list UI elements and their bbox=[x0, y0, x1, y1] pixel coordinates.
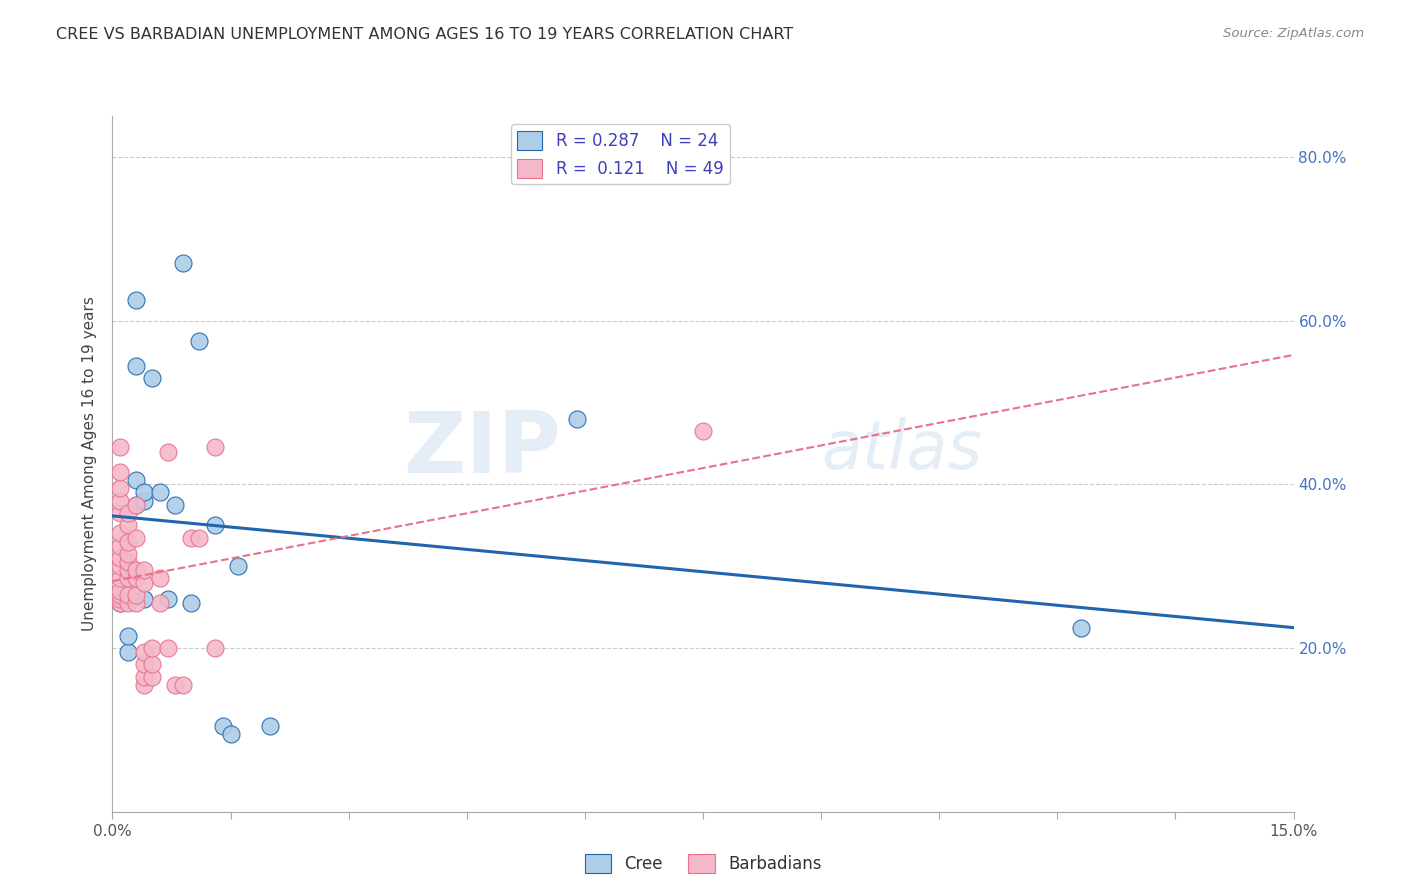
Point bbox=[117, 563, 139, 577]
Point bbox=[110, 559, 132, 574]
Point bbox=[188, 334, 211, 348]
Point bbox=[110, 596, 132, 610]
Point bbox=[188, 531, 211, 545]
Point bbox=[141, 640, 163, 655]
Point bbox=[172, 678, 194, 692]
Point bbox=[125, 571, 148, 585]
Point bbox=[125, 531, 148, 545]
Point bbox=[110, 596, 132, 610]
Point bbox=[110, 588, 132, 602]
Point bbox=[565, 412, 588, 426]
Text: ZIP: ZIP bbox=[404, 409, 561, 491]
Point bbox=[132, 563, 155, 577]
Text: CREE VS BARBADIAN UNEMPLOYMENT AMONG AGES 16 TO 19 YEARS CORRELATION CHART: CREE VS BARBADIAN UNEMPLOYMENT AMONG AGE… bbox=[56, 27, 793, 42]
Point bbox=[259, 719, 281, 733]
Point bbox=[125, 498, 148, 512]
Point bbox=[132, 657, 155, 672]
Point bbox=[117, 629, 139, 643]
Text: Source: ZipAtlas.com: Source: ZipAtlas.com bbox=[1223, 27, 1364, 40]
Point bbox=[1070, 621, 1092, 635]
Point bbox=[110, 482, 132, 496]
Point bbox=[125, 473, 148, 487]
Point bbox=[110, 591, 132, 606]
Point bbox=[125, 563, 148, 577]
Point bbox=[117, 571, 139, 585]
Point bbox=[110, 493, 132, 508]
Point bbox=[204, 518, 226, 533]
Point bbox=[692, 424, 714, 438]
Point bbox=[125, 359, 148, 373]
Point bbox=[219, 727, 242, 741]
Point bbox=[141, 657, 163, 672]
Point bbox=[110, 465, 132, 479]
Point bbox=[165, 678, 187, 692]
Point bbox=[132, 485, 155, 500]
Point bbox=[125, 293, 148, 307]
Point bbox=[110, 551, 132, 566]
Point bbox=[110, 526, 132, 541]
Point bbox=[149, 571, 172, 585]
Point bbox=[132, 670, 155, 684]
Point bbox=[156, 444, 179, 458]
Point bbox=[132, 493, 155, 508]
Point bbox=[125, 498, 148, 512]
Point bbox=[204, 640, 226, 655]
Legend: Cree, Barbadians: Cree, Barbadians bbox=[578, 847, 828, 880]
Point bbox=[149, 485, 172, 500]
Point bbox=[117, 645, 139, 659]
Point bbox=[204, 441, 226, 455]
Point bbox=[228, 559, 250, 574]
Point bbox=[125, 596, 148, 610]
Point bbox=[117, 547, 139, 561]
Point bbox=[141, 371, 163, 385]
Point bbox=[117, 596, 139, 610]
Point bbox=[117, 534, 139, 549]
Point bbox=[110, 583, 132, 598]
Point bbox=[149, 596, 172, 610]
Point bbox=[211, 719, 233, 733]
Point bbox=[156, 591, 179, 606]
Point bbox=[110, 539, 132, 553]
Point bbox=[117, 555, 139, 569]
Text: atlas: atlas bbox=[821, 417, 983, 483]
Point bbox=[172, 256, 194, 270]
Point bbox=[165, 498, 187, 512]
Point bbox=[180, 596, 202, 610]
Point bbox=[110, 441, 132, 455]
Point bbox=[132, 575, 155, 590]
Point bbox=[141, 670, 163, 684]
Point bbox=[110, 571, 132, 585]
Point bbox=[117, 506, 139, 520]
Point bbox=[117, 588, 139, 602]
Point bbox=[180, 531, 202, 545]
Point bbox=[132, 678, 155, 692]
Point bbox=[117, 518, 139, 533]
Y-axis label: Unemployment Among Ages 16 to 19 years: Unemployment Among Ages 16 to 19 years bbox=[82, 296, 97, 632]
Point bbox=[156, 640, 179, 655]
Point bbox=[132, 645, 155, 659]
Point bbox=[125, 588, 148, 602]
Point bbox=[110, 506, 132, 520]
Point bbox=[132, 591, 155, 606]
